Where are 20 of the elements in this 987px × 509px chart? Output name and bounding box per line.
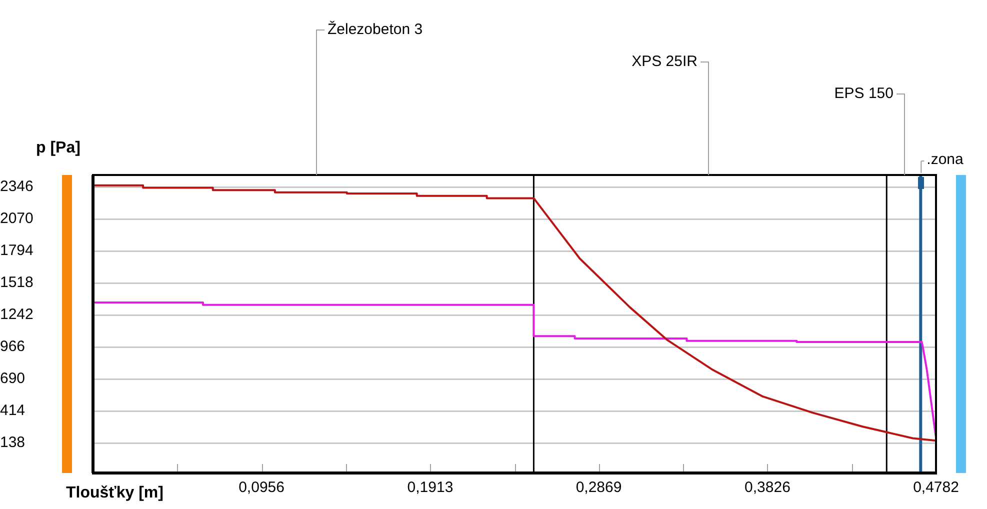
x-tick-label: 0,2869 — [576, 479, 622, 496]
text: EPS 150 — [834, 85, 894, 102]
x-axis-title: Tloušťky [m] — [66, 484, 164, 502]
y-tick-label: 2346 — [0, 178, 34, 196]
x-tick-label: 0,0956 — [238, 479, 284, 496]
y-tick-label: 138 — [0, 434, 26, 452]
ref-line-label: .zona — [926, 151, 964, 168]
text: Železobeton 3 — [328, 20, 423, 38]
x-tick-label: 0,4782 — [913, 479, 959, 496]
y-tick-label: 966 — [0, 338, 26, 356]
y-axis-title: p [Pa] — [36, 139, 80, 156]
y-tick-label: 1518 — [0, 274, 34, 292]
x-tick-label: 0,3826 — [744, 479, 790, 496]
text: XPS 25IR — [632, 53, 698, 70]
y-tick-label: 1794 — [0, 242, 34, 260]
y-tick-label: 1242 — [0, 306, 34, 324]
y-tick-label: 690 — [0, 370, 26, 388]
y-tick-label: 414 — [0, 402, 26, 420]
x-tick-label: 0,1913 — [407, 479, 454, 496]
y-tick-label: 2070 — [0, 210, 34, 228]
